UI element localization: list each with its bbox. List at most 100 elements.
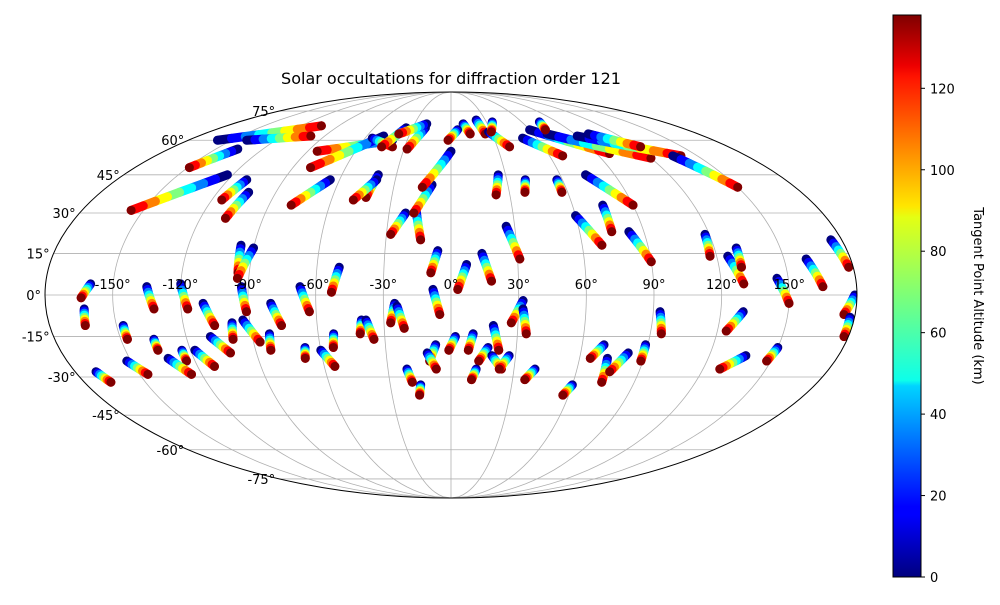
occultation-track [767,347,778,361]
occultation-track [81,284,91,298]
lon-tick-label: 150° [774,278,805,293]
occultation-track [523,309,526,334]
occultation-track [660,312,661,334]
lat-tick-label: 60° [161,134,184,149]
occultation-track [705,234,710,256]
occultation-track [407,369,412,382]
lat-tick-label: 75° [252,105,275,120]
occultation-track [586,175,634,205]
occultation-track [271,303,282,325]
occultation-track [563,385,573,395]
occultation-track [182,350,187,361]
longitude-tick-labels: -150° -120° -90° -60° -30° 0° 30° 60° 90° 120° 150… [95,278,805,293]
lon-tick-label: 90° [642,278,665,293]
occultation-track [463,124,470,134]
occultation-track [422,151,451,187]
lon-tick-label: 0° [444,278,459,293]
occultation-track [154,339,158,350]
occultation-track [506,226,520,259]
colorbar-tick-label: 40 [930,408,947,423]
occultation-track [189,149,237,168]
lon-tick-label: -120° [162,278,198,293]
colorbar-tick-label: 0 [930,571,938,586]
occultation-track [499,356,509,369]
occultation-track [844,295,855,314]
occultation-track [482,253,492,281]
occultation-track [610,353,629,372]
colorbar: 0 20 40 60 80 100 120 Tangent Point Altitude (… [893,15,985,586]
occultation-track [247,136,311,140]
occultation-track [131,175,227,211]
occultation-track [641,345,646,361]
occultation-track [420,385,421,395]
occultation-track [123,326,127,340]
occultation-track [525,369,535,380]
lon-tick-label: 30° [507,278,530,293]
occultation-track [449,337,456,351]
occultation-track [557,180,562,193]
colorbar-tick-label: 100 [930,164,955,179]
lat-tick-label: -75° [247,473,275,488]
colorbar-tick-label: 80 [930,245,947,260]
lon-tick-label: -90° [234,278,262,293]
colorbar-tick-label: 120 [930,82,955,97]
occultation-track [433,289,440,314]
colorbar-gradient [893,15,921,577]
occultation-track [243,320,260,342]
occultation-tracks [81,120,855,395]
occultation-track [147,287,154,309]
occultation-track [590,345,604,359]
occultation-track [360,320,361,334]
occultation-track [391,213,406,234]
lon-tick-label: 120° [706,278,737,293]
occultation-track [203,303,215,325]
lat-tick-label: 15° [27,247,50,262]
occultation-track [448,130,457,140]
occultation-track [96,372,111,383]
occultation-track [603,205,612,232]
occultation-track [232,323,233,340]
colorbar-tick-label: 20 [930,490,947,505]
lon-tick-label: 60° [575,278,598,293]
occultation-track [673,156,738,187]
occultation-track [736,248,741,267]
lat-tick-label: -45° [92,409,120,424]
lat-tick-label: 30° [53,207,76,222]
occultation-track [479,347,488,361]
colorbar-ticks: 0 20 40 60 80 100 120 [921,82,955,586]
colorbar-label: Tangent Point Altitude (km) [970,206,985,384]
chart-title: Solar occultations for diffraction order… [281,69,621,88]
colorbar-tick-label: 60 [930,327,947,342]
occultation-track [539,122,545,130]
occultation-track [397,306,404,328]
occultation-track [493,326,498,351]
lat-tick-label: -60° [157,444,185,459]
occultation-track [468,334,473,350]
occultation-track [806,259,823,287]
occultation-track [491,122,492,132]
occultation-track [321,350,335,366]
occultation-track [291,180,330,205]
lat-tick-label: -30° [48,371,76,386]
occultation-track [720,356,746,369]
occultation-track [458,264,467,289]
occultation-track [195,350,215,366]
occultation-track [127,361,148,374]
occultation-track [431,251,438,273]
occultation-track [269,334,270,350]
lat-tick-label: 0° [26,289,41,304]
occultation-track [84,309,85,326]
occultation-track [472,369,477,380]
lat-tick-label: 45° [97,169,120,184]
occultation-track [331,267,339,292]
occultation-track [210,337,230,353]
lon-tick-label: -30° [369,278,397,293]
lon-tick-label: -150° [95,278,131,293]
occultation-track [476,120,485,134]
occultation-track [496,175,498,195]
lon-tick-label: -60° [302,278,330,293]
lat-tick-label: -15° [22,331,50,346]
occultation-track [726,312,743,331]
